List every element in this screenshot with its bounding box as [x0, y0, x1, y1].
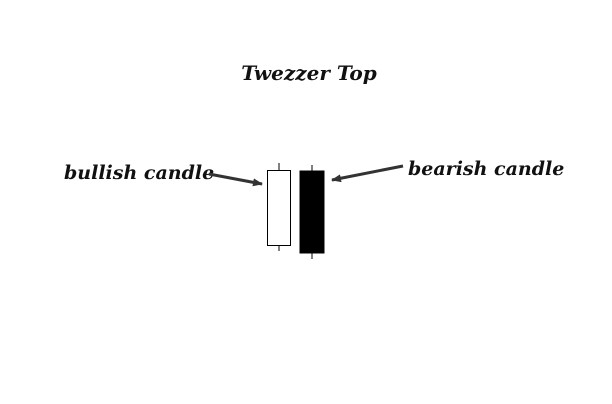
bearish-candle-label: bearish candle: [408, 158, 564, 180]
diagram-title: Twezzer Top: [241, 61, 376, 85]
bullish-candle-label: bullish candle: [64, 162, 214, 184]
bullish-arrow: [208, 172, 263, 187]
bullish-candle-body: [267, 170, 291, 246]
bullish-candle: [267, 163, 291, 251]
bearish-candle: [299, 165, 325, 259]
bearish-candle-body: [299, 170, 325, 254]
bearish-arrow: [331, 164, 404, 183]
